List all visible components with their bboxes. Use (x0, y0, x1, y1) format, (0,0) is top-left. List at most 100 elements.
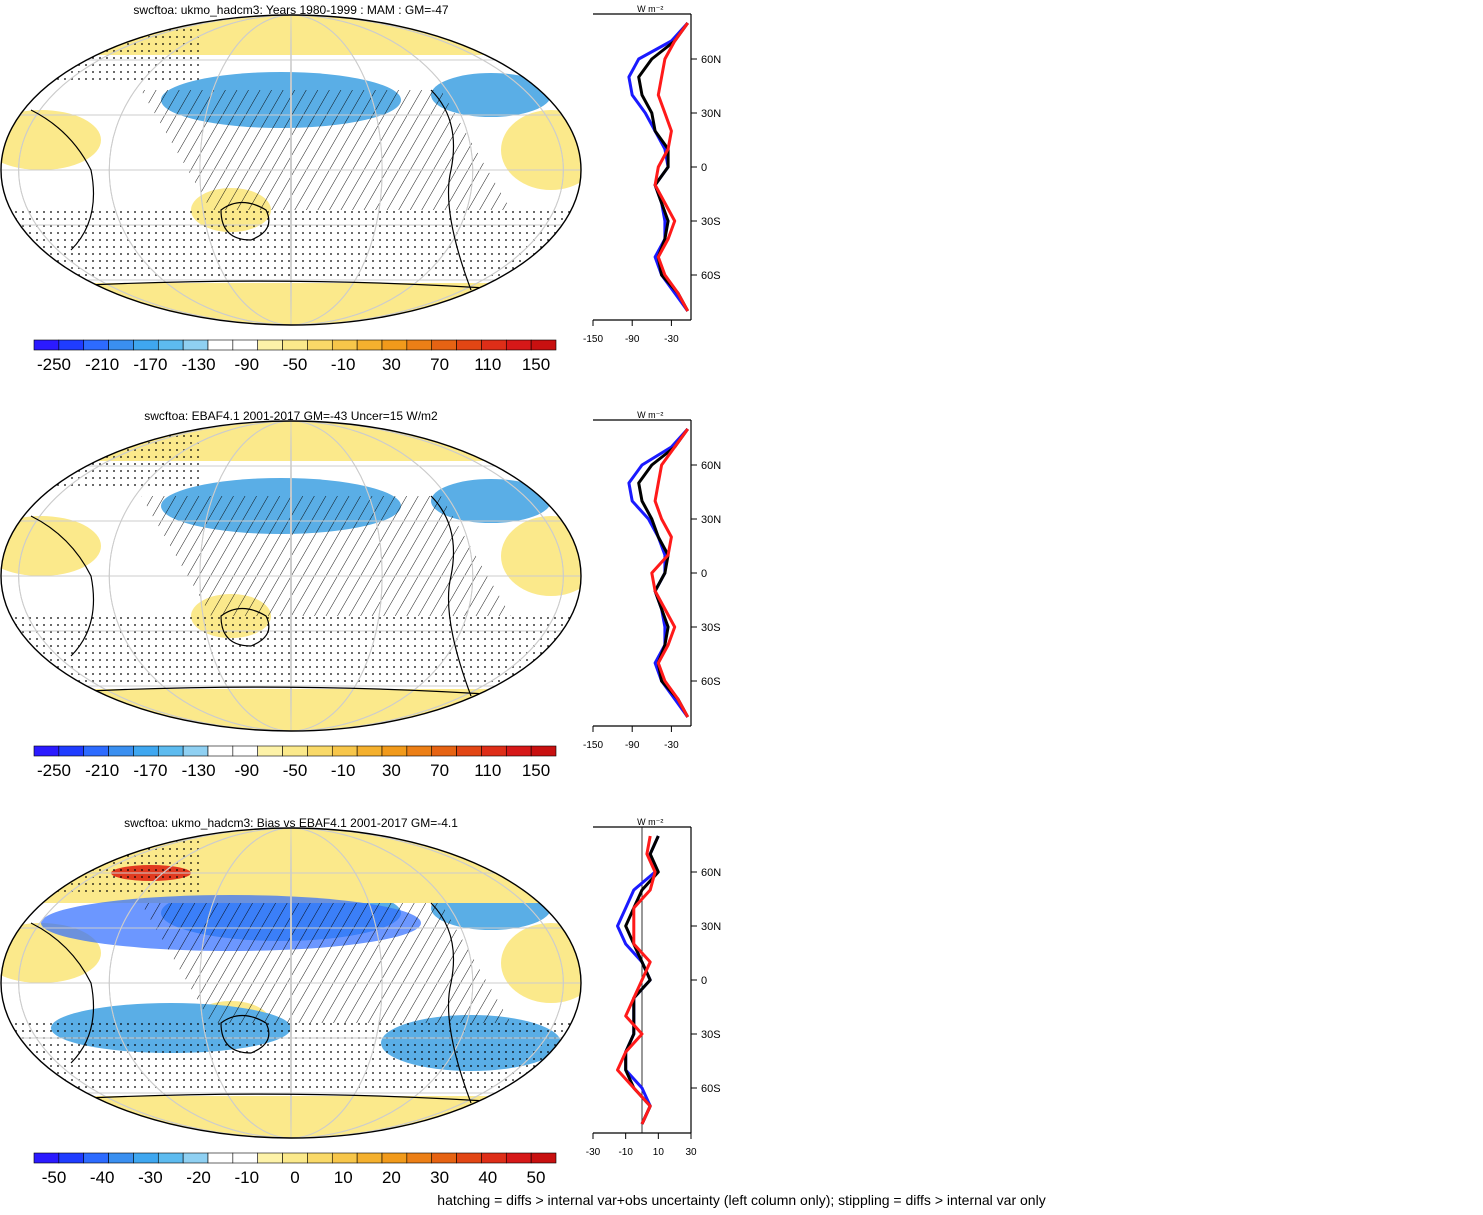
map-border (0, 14, 582, 326)
zonal-profile: W m⁻² -30 -10 10 30 60N 30N 0 30S 60S (586, 817, 721, 1158)
map-field (1, 15, 581, 325)
colorbar-swatch (83, 339, 109, 351)
profile-x-tick-label: -30 (586, 1147, 601, 1158)
colorbar-swatch (356, 339, 383, 351)
colorbar-swatch (331, 339, 358, 351)
colorbar-tick-label: -90 (235, 761, 260, 780)
figure-footnote: hatching = diffs > internal var+obs unce… (437, 1192, 1046, 1208)
colorbar-swatch (83, 1152, 109, 1164)
colorbar-swatch (182, 339, 209, 351)
colorbar-swatch (481, 1152, 507, 1164)
coastline (430, 902, 472, 1104)
graticule-meridian (199, 828, 383, 1138)
profile-y-tick-label: 0 (701, 162, 707, 174)
colorbar-swatch (307, 1152, 333, 1164)
profile-x-tick-label: 30 (685, 1147, 697, 1158)
map-title: swcftoa: ukmo_hadcm3: Years 1980-1999 : … (133, 3, 448, 17)
colorbar-swatch (431, 745, 457, 757)
colorbar-tick-label: -40 (90, 1168, 115, 1187)
graticule-meridian (18, 828, 564, 1138)
profile-y-tick-label: 60N (701, 54, 721, 66)
colorbar-swatch (108, 1152, 134, 1164)
colorbar-swatch (207, 745, 234, 757)
profile-unit: W m⁻² (637, 410, 663, 420)
colorbar-tick-label: -20 (186, 1168, 211, 1187)
colorbar-tick-label: 110 (474, 355, 501, 374)
colorbar-tick-label: -250 (37, 355, 71, 374)
colorbar-tick-label: 70 (430, 355, 449, 374)
colorbar-tick-label: -130 (182, 761, 216, 780)
colorbar-swatch (282, 745, 308, 757)
panels-layer: swcftoa: ukmo_hadcm3: Years 1980-1999 : … (0, 3, 721, 1187)
profile-x-tick-label: -30 (664, 334, 679, 345)
colorbar-tick-label: -30 (138, 1168, 163, 1187)
colorbar-tick-label: 150 (522, 355, 550, 374)
profile-unit: W m⁻² (637, 817, 663, 827)
colorbar-swatch (33, 745, 60, 757)
colorbar-swatch (182, 1152, 209, 1164)
colorbar-tick-label: 30 (382, 355, 401, 374)
colorbar-swatch (58, 339, 85, 351)
colorbar-swatch (406, 745, 433, 757)
colorbar-tick-label: 110 (474, 761, 501, 780)
colorbar-tick-label: -50 (283, 355, 308, 374)
colorbar-swatch (58, 1152, 85, 1164)
colorbar-swatch (356, 745, 383, 757)
graticule-meridian (108, 421, 474, 731)
profile-y-tick-label: 30N (701, 108, 721, 120)
colorbar-swatch (530, 745, 557, 757)
colorbar-swatch (356, 1152, 383, 1164)
profile-series-red (650, 428, 690, 718)
map-field (1, 828, 581, 1138)
colorbar: -250 -210 -170 -130 -90 -50 -10 30 70 110 150 (33, 339, 557, 374)
profile-x-tick-label: -10 (618, 1147, 633, 1158)
colorbar-swatch (257, 339, 283, 351)
profile-x-tick-label: -150 (583, 740, 603, 751)
colorbar-swatch (456, 1152, 482, 1164)
colorbar-swatch (381, 1152, 408, 1164)
colorbar-swatch (232, 1152, 259, 1164)
colorbar-swatch (505, 1152, 532, 1164)
profile-y-tick-label: 60N (701, 460, 721, 472)
map-panel: swcftoa: EBAF4.1 2001-2017 GM=-43 Uncer=… (0, 409, 721, 780)
profile-y-tick-label: 30N (701, 921, 721, 933)
graticule-meridian (108, 15, 474, 325)
colorbar-swatch (307, 745, 333, 757)
colorbar-swatch (381, 745, 408, 757)
map-border (0, 420, 582, 732)
colorbar-swatch (182, 745, 209, 757)
colorbar-swatch (157, 1152, 184, 1164)
colorbar-tick-label: 10 (334, 1168, 353, 1187)
colorbar-swatch (58, 745, 85, 757)
graticule-meridian (290, 421, 292, 731)
colorbar-swatch (133, 339, 159, 351)
coastline (430, 495, 472, 697)
colorbar-swatch (456, 339, 482, 351)
profile-x-tick-label: 10 (653, 1147, 665, 1158)
colorbar-tick-label: -130 (182, 355, 216, 374)
profile-y-tick-label: 60S (701, 1083, 721, 1095)
colorbar-tick-label: 30 (430, 1168, 449, 1187)
colorbar-swatch (108, 339, 134, 351)
colorbar-swatch (406, 339, 433, 351)
profile-series-red (616, 835, 657, 1125)
colorbar-swatch (257, 745, 283, 757)
colorbar-swatch (530, 1152, 557, 1164)
colorbar-tick-label: -250 (37, 761, 71, 780)
graticule-meridian (290, 828, 292, 1138)
colorbar-swatch (133, 1152, 159, 1164)
colorbar-tick-label: 0 (290, 1168, 299, 1187)
colorbar-tick-label: -210 (85, 761, 119, 780)
colorbar-tick-label: 150 (522, 761, 550, 780)
profile-y-tick-label: 0 (701, 975, 707, 987)
colorbar-swatch (505, 745, 532, 757)
profile-y-tick-label: 30S (701, 1029, 721, 1041)
coastline (30, 109, 95, 251)
graticule-meridian (199, 15, 383, 325)
map-panel: swcftoa: ukmo_hadcm3: Years 1980-1999 : … (0, 3, 721, 374)
map-title: swcftoa: EBAF4.1 2001-2017 GM=-43 Uncer=… (144, 409, 438, 423)
profile-y-tick-label: 60N (701, 867, 721, 879)
colorbar-tick-label: 70 (430, 761, 449, 780)
coastline (220, 607, 270, 647)
